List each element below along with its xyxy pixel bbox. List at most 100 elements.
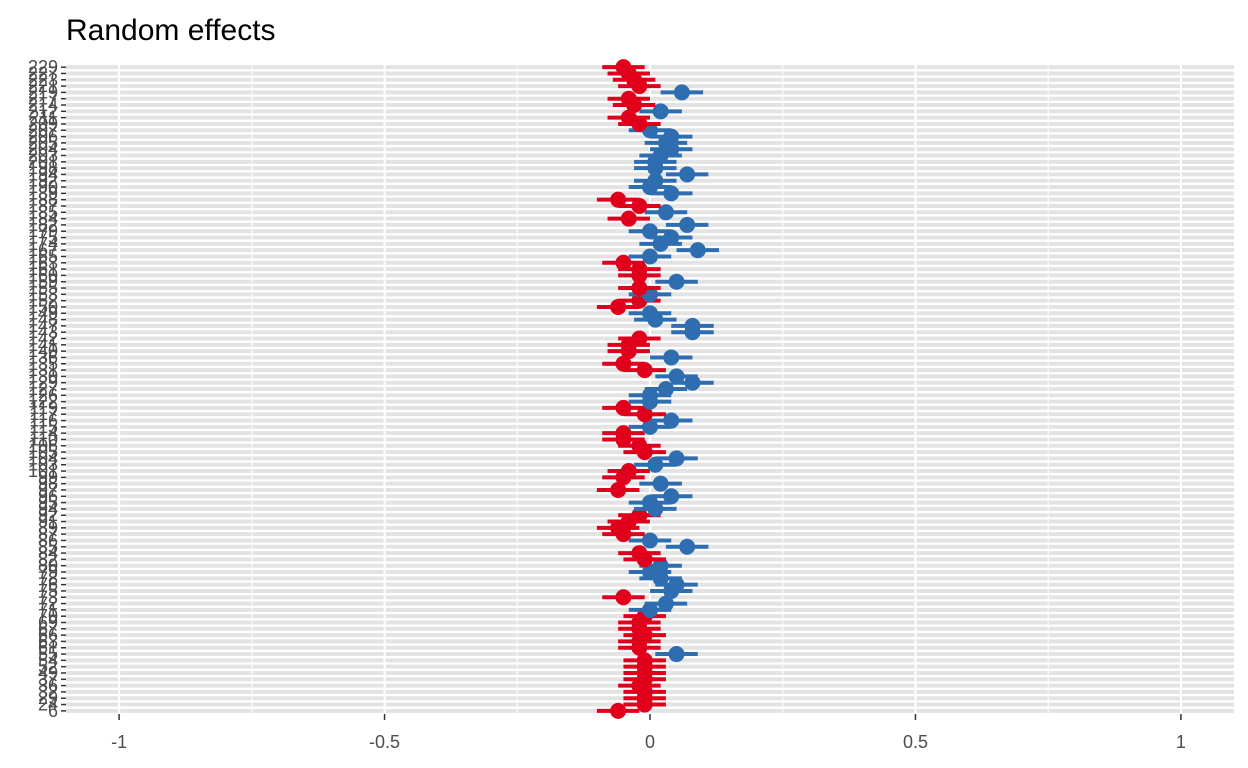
- y-tick-label: 140: [28, 341, 58, 361]
- y-tick-label: 160: [28, 265, 58, 285]
- data-point: [663, 412, 680, 429]
- data-point: [663, 488, 680, 505]
- y-tick-label: 6: [48, 701, 58, 721]
- data-point: [663, 128, 680, 145]
- y-tick-label: 84: [38, 543, 58, 563]
- y-tick-label: 49: [38, 663, 58, 683]
- y-tick-label: 149: [28, 303, 58, 323]
- data-point: [631, 437, 648, 454]
- y-tick-label: 76: [38, 575, 58, 595]
- y-tick-label: 142: [28, 329, 58, 349]
- y-tick-label: 98: [38, 474, 58, 494]
- x-tick-label: 0.5: [903, 732, 928, 752]
- data-point: [631, 261, 648, 278]
- y-tick-label: 52: [38, 657, 58, 677]
- y-tick-label: 96: [38, 486, 58, 506]
- y-tick-label: 101: [28, 461, 58, 481]
- y-tick-label: 141: [28, 335, 58, 355]
- y-tick-label: 190: [28, 177, 58, 197]
- y-tick-label: 67: [38, 619, 58, 639]
- y-tick-label: 24: [38, 695, 58, 715]
- y-tick-label: 194: [28, 164, 58, 184]
- data-point: [636, 362, 653, 379]
- y-tick-label: 80: [38, 556, 58, 576]
- y-tick-label: 206: [28, 127, 58, 147]
- data-point: [620, 90, 637, 107]
- y-tick-label: 179: [28, 221, 58, 241]
- data-point: [636, 652, 653, 669]
- data-point: [657, 204, 674, 221]
- y-tick-label: 94: [38, 499, 58, 519]
- y-tick-label: 105: [28, 442, 58, 462]
- y-tick-label: 126: [28, 385, 58, 405]
- y-tick-label: 174: [28, 234, 58, 254]
- y-tick-label: 127: [28, 379, 58, 399]
- data-point: [679, 538, 696, 555]
- data-point: [642, 305, 658, 322]
- y-tick-label: 129: [28, 373, 58, 393]
- y-tick-label: 223: [28, 70, 58, 90]
- data-point: [663, 229, 680, 246]
- y-tick-label: 221: [28, 76, 58, 96]
- y-tick-label: 55: [38, 644, 58, 664]
- data-point: [642, 223, 658, 240]
- data-point: [642, 532, 658, 549]
- y-tick-label: 54: [38, 650, 58, 670]
- y-tick-label: 104: [28, 448, 58, 468]
- y-tick-label: 78: [38, 568, 58, 588]
- y-tick-label: 207: [28, 120, 58, 140]
- y-tick-label: 89: [38, 518, 58, 538]
- y-tick-label: 122: [28, 392, 58, 412]
- data-point: [652, 557, 669, 574]
- data-point: [631, 330, 648, 347]
- x-tick-label: -1: [111, 732, 127, 752]
- x-tick-label: -0.5: [369, 732, 400, 752]
- data-point: [610, 702, 627, 719]
- y-tick-label: 71: [38, 600, 58, 620]
- chart-title: Random effects: [66, 14, 276, 47]
- y-tick-label: 161: [28, 259, 58, 279]
- data-point: [673, 84, 690, 101]
- y-tick-label: 167: [28, 240, 58, 260]
- y-tick-label: 229: [28, 57, 58, 77]
- y-tick-label: 87: [38, 524, 58, 544]
- data-point: [668, 576, 685, 593]
- data-point: [647, 456, 664, 473]
- y-tick-label: 70: [38, 606, 58, 626]
- y-tick-label: 82: [38, 549, 58, 569]
- data-point: [642, 418, 658, 435]
- y-tick-label: 205: [28, 133, 58, 153]
- data-point: [652, 475, 669, 492]
- data-point: [663, 349, 680, 366]
- y-tick-label: 150: [28, 297, 58, 317]
- data-point: [631, 507, 648, 524]
- data-point: [663, 185, 680, 202]
- y-tick-label: 115: [29, 417, 58, 437]
- y-tick-label: 135: [28, 354, 58, 374]
- y-tick-label: 75: [38, 581, 58, 601]
- y-tick-label: 95: [38, 493, 58, 513]
- y-tick-label: 187: [28, 196, 58, 216]
- y-tick-label: 184: [28, 209, 58, 229]
- data-point: [610, 191, 627, 208]
- y-tick-label: 153: [28, 284, 58, 304]
- y-tick-label: 185: [28, 202, 58, 222]
- y-tick-label: 136: [28, 347, 58, 367]
- y-tick-label: 219: [28, 82, 58, 102]
- y-tick-label: 163: [28, 253, 58, 273]
- data-point: [610, 298, 627, 315]
- y-tick-label: 217: [28, 89, 58, 109]
- y-tick-label: 119: [29, 398, 58, 418]
- x-tick-label: 0: [645, 732, 655, 752]
- y-tick-label: 152: [28, 291, 58, 311]
- y-tick-label: 103: [28, 455, 58, 475]
- y-tick-label: 165: [28, 246, 58, 266]
- data-point: [631, 197, 648, 214]
- data-point: [642, 601, 658, 618]
- y-tick-label: 72: [38, 594, 58, 614]
- data-point: [668, 273, 685, 290]
- y-tick-label: 32: [38, 682, 58, 702]
- y-tick-label: 201: [28, 152, 58, 172]
- y-tick-label: 99: [38, 467, 58, 487]
- data-point: [636, 406, 653, 423]
